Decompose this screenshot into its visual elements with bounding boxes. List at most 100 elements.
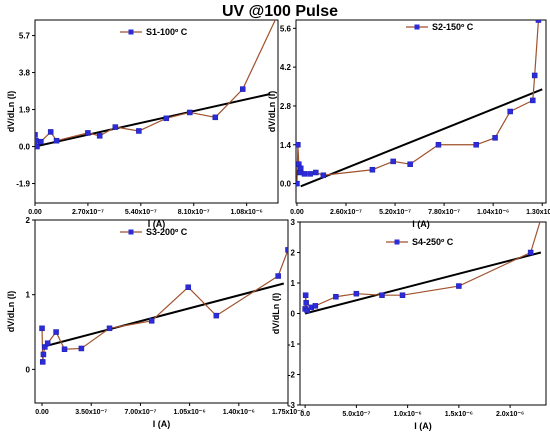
y-tick-label: 2 (291, 249, 296, 258)
data-point (275, 273, 281, 279)
x-tick-label: 1.04x10⁻⁶ (477, 209, 509, 216)
data-point (38, 138, 44, 145)
y-tick-label: 0.0 (280, 180, 292, 189)
x-tick-label: 2.70x10⁻⁷ (72, 209, 104, 216)
data-point (285, 247, 288, 253)
legend-label: S3-200º C (146, 227, 188, 237)
plot-frame (34, 219, 289, 404)
x-axis-label: I (A) (148, 219, 166, 229)
data-point (297, 165, 304, 172)
x-tick-label: 0.00 (35, 409, 49, 416)
data-point (296, 142, 301, 148)
y-axis-label: dV/dLn (I) (271, 293, 281, 335)
y-tick-label: 0 (26, 365, 31, 374)
data-point (61, 346, 68, 352)
data-point (435, 142, 442, 148)
x-tick-label: 7.80x10⁻⁷ (428, 209, 460, 216)
chart-panel-2: 0.00 2.60x10⁻⁷ 5.20x10⁻⁷ 7.80x10⁻⁷ 1.04x10⁻⁶… (267, 19, 550, 229)
x-tick-label: 3.50x10⁻⁷ (75, 409, 107, 416)
plot-area (302, 216, 543, 315)
data-point (44, 340, 51, 346)
x-tick-label: 0.00 (290, 209, 304, 216)
y-tick-label: 1 (26, 291, 31, 300)
data-point (47, 129, 54, 135)
x-tick-label: 1.08x10⁻⁶ (231, 209, 263, 216)
y-axis-label: dV/dLn (I) (267, 91, 277, 133)
y-tick-label: 5.6 (280, 24, 292, 33)
data-point (538, 216, 543, 221)
x-tick-label: 5.40x10⁻⁷ (125, 209, 157, 216)
x-tick-label: 1.05x10⁻⁶ (173, 409, 205, 416)
y-tick-label: 3 (291, 218, 296, 227)
plot-frame (34, 19, 279, 204)
linear-fit-line (304, 251, 542, 315)
figure-title: UV @100 Pulse (222, 3, 338, 20)
data-point (456, 283, 462, 289)
legend-marker (128, 229, 134, 235)
data-point (333, 293, 339, 300)
data-point (313, 169, 319, 176)
data-point (106, 325, 113, 332)
legend-marker (414, 24, 420, 30)
data-point (136, 128, 142, 134)
data-point (303, 300, 309, 306)
series-line (296, 20, 540, 184)
x-tick-label: 8.10x10⁻⁷ (178, 209, 210, 216)
data-point (163, 115, 170, 122)
x-tick-label: 1.30x10⁻⁶ (526, 209, 550, 216)
series-line (41, 249, 288, 362)
data-point (53, 329, 59, 335)
data-point (527, 249, 534, 256)
legend-label: S1-100º C (146, 27, 188, 37)
y-tick-label: -3 (288, 401, 296, 410)
data-point (39, 359, 46, 365)
x-axis-label: I (A) (412, 219, 430, 229)
data-point (96, 133, 103, 139)
data-point (39, 325, 45, 332)
plot-area (39, 247, 288, 365)
y-tick-label: 2.8 (280, 102, 292, 111)
y-axis-label: dV/dLn (I) (6, 91, 16, 133)
data-point (78, 345, 85, 352)
y-tick-label: -1 (288, 340, 296, 349)
data-point (379, 292, 385, 298)
x-tick-label: 0.00 (28, 209, 42, 216)
x-tick-label: 0.0 (300, 411, 310, 418)
y-tick-label: 4.2 (280, 63, 292, 72)
data-point (239, 86, 246, 92)
data-point (353, 290, 360, 297)
data-point (213, 312, 220, 319)
legend-label: S2-150º C (432, 22, 474, 32)
data-point (35, 143, 40, 150)
data-point (35, 132, 38, 138)
chart-panel-1: 0.00 2.70x10⁻⁷ 5.40x10⁻⁷ 8.10x10⁻⁷ 1.08x10⁻⁶… (6, 19, 279, 229)
x-tick-label: 1.5x10⁻⁶ (445, 411, 473, 418)
x-tick-label: 1.0x10⁻⁶ (393, 411, 421, 418)
chart-panel-3: 0.00 3.50x10⁻⁷ 7.00x10⁻⁷ 1.05x10⁻⁶ 1.40x10⁻⁶… (6, 216, 304, 429)
data-point (312, 303, 319, 309)
x-tick-label: 2.60x10⁻⁷ (330, 209, 362, 216)
linear-fit-line (41, 282, 285, 348)
legend-label: S4-250º C (412, 237, 454, 247)
y-tick-label: 0.0 (19, 143, 31, 152)
x-axis-label: I (A) (414, 421, 432, 431)
data-point (530, 97, 536, 104)
data-point (35, 137, 39, 144)
x-tick-label: 1.40x10⁻⁶ (223, 409, 255, 416)
data-point (531, 72, 538, 79)
y-tick-label: 1.9 (19, 106, 31, 115)
plot-area (35, 20, 276, 150)
plot-area (296, 20, 543, 188)
y-tick-label: 2 (26, 216, 31, 225)
data-point (320, 172, 327, 179)
x-axis-label: I (A) (153, 419, 171, 429)
linear-fit-line (35, 93, 271, 148)
plot-frame (299, 221, 547, 406)
data-point (535, 20, 542, 23)
data-point (307, 171, 313, 177)
data-point (85, 130, 91, 136)
data-point (42, 344, 48, 350)
x-tick-label: 2.0x10⁻⁶ (496, 411, 524, 418)
data-point (369, 166, 376, 173)
